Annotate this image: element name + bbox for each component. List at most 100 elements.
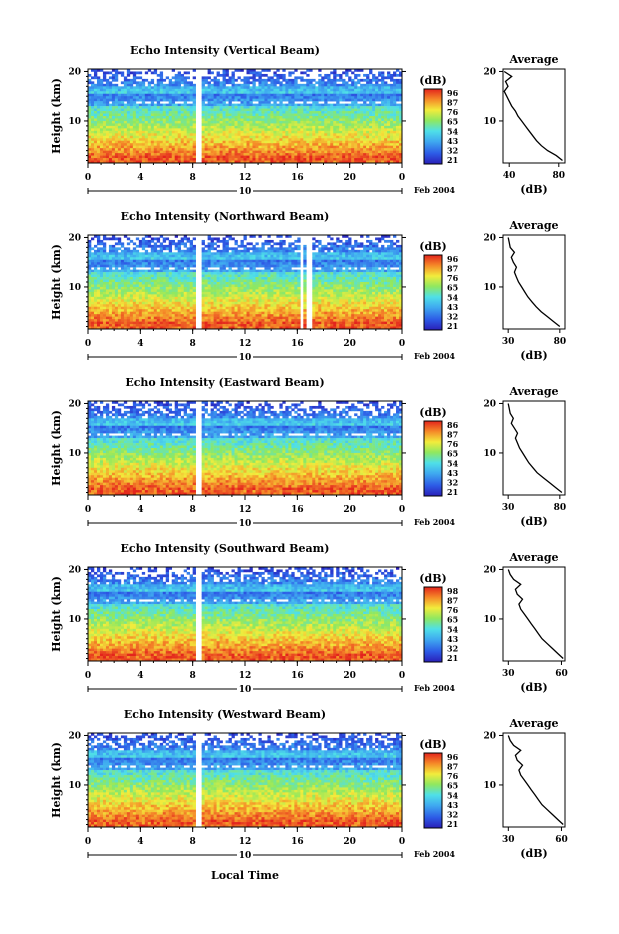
heatmap-cell <box>235 133 238 136</box>
heatmap-cell <box>238 146 241 149</box>
heatmap-cell <box>238 86 241 89</box>
heatmap-cell <box>387 109 390 112</box>
heatmap-cell <box>184 123 187 126</box>
heatmap-cell <box>97 128 100 131</box>
heatmap-cell <box>121 104 124 107</box>
heatmap-cell <box>244 106 247 109</box>
heatmap-cell <box>154 151 157 154</box>
heatmap-cell <box>238 267 241 270</box>
heatmap-cell <box>112 91 115 94</box>
heatmap-cell <box>229 118 232 121</box>
heatmap-cell <box>169 148 172 151</box>
heatmap-cell <box>300 136 303 139</box>
heatmap-cell <box>297 96 300 99</box>
heatmap-cell <box>124 99 127 102</box>
heatmap-cell <box>175 257 178 260</box>
heatmap-cell <box>354 255 357 258</box>
heatmap-cell <box>166 99 169 102</box>
heatmap-cell <box>118 141 121 144</box>
heatmap-cell <box>321 138 324 141</box>
heatmap-cell <box>103 106 106 109</box>
heatmap-cell <box>247 275 250 278</box>
heatmap-cell <box>354 89 357 92</box>
heatmap-cell <box>205 96 208 99</box>
heatmap-cell <box>115 272 118 275</box>
heatmap-cell <box>255 99 258 102</box>
heatmap-cell <box>139 116 142 119</box>
heatmap-cell <box>136 116 139 119</box>
heatmap-cell <box>100 265 103 268</box>
heatmap-cell <box>357 270 360 273</box>
heatmap-cell <box>309 133 312 136</box>
heatmap-cell <box>279 121 282 124</box>
heatmap-cell <box>244 262 247 265</box>
heatmap-cell <box>91 143 94 146</box>
heatmap-cell <box>223 71 226 74</box>
heatmap-cell <box>288 101 291 104</box>
heatmap-cell <box>238 106 241 109</box>
heatmap-cell <box>244 96 247 99</box>
heatmap-cell <box>372 99 375 102</box>
heatmap-cell <box>154 156 157 159</box>
heatmap-cell <box>279 143 282 146</box>
heatmap-cell <box>324 252 327 255</box>
heatmap-cell <box>363 101 366 104</box>
heatmap-cell <box>279 242 282 245</box>
heatmap-cell <box>91 114 94 117</box>
heatmap-cell <box>151 275 154 278</box>
heatmap-cell <box>285 252 288 255</box>
heatmap-cell <box>169 262 172 265</box>
heatmap-cell <box>223 116 226 119</box>
heatmap-cell <box>351 101 354 104</box>
heatmap-cell <box>103 133 106 136</box>
heatmap-cell <box>345 111 348 114</box>
heatmap-cell <box>270 245 273 248</box>
heatmap-cell <box>226 158 229 161</box>
heatmap-cell <box>139 275 142 278</box>
heatmap-cell <box>315 240 318 243</box>
heatmap-cell <box>291 71 294 74</box>
heatmap-cell <box>381 136 384 139</box>
heatmap-cell <box>244 81 247 84</box>
heatmap-cell <box>351 275 354 278</box>
heatmap-cell <box>381 101 384 104</box>
heatmap-cell <box>261 260 264 263</box>
heatmap-cell <box>193 257 196 260</box>
heatmap-cell <box>193 245 196 248</box>
heatmap-cell <box>193 275 196 278</box>
heatmap-cell <box>127 146 130 149</box>
heatmap-cell <box>151 270 154 273</box>
heatmap-cell <box>369 101 372 104</box>
heatmap-cell <box>169 270 172 273</box>
heatmap-cell <box>297 146 300 149</box>
heatmap-cell <box>273 136 276 139</box>
heatmap-cell <box>244 138 247 141</box>
heatmap-cell <box>133 143 136 146</box>
heatmap-cell <box>366 247 369 250</box>
heatmap-cell <box>166 272 169 275</box>
heatmap-cell <box>229 106 232 109</box>
heatmap-cell <box>333 143 336 146</box>
heatmap-cell <box>282 116 285 119</box>
heatmap-cell <box>136 257 139 260</box>
heatmap-cell <box>390 89 393 92</box>
heatmap-cell <box>333 141 336 144</box>
heatmap-cell <box>291 252 294 255</box>
heatmap-cell <box>94 128 97 131</box>
heatmap-cell <box>285 270 288 273</box>
heatmap-cell <box>208 91 211 94</box>
heatmap-cell <box>127 126 130 129</box>
heatmap-cell <box>172 136 175 139</box>
heatmap-cell <box>226 247 229 250</box>
heatmap-cell <box>381 133 384 136</box>
heatmap-cell <box>112 106 115 109</box>
heatmap-cell <box>91 86 94 89</box>
heatmap-cell <box>348 242 351 245</box>
heatmap-cell <box>244 136 247 139</box>
heatmap-cell <box>190 133 193 136</box>
heatmap-cell <box>208 250 211 253</box>
heatmap-cell <box>202 146 205 149</box>
heatmap-cell <box>91 131 94 134</box>
heatmap-cell <box>214 257 217 260</box>
heatmap-cell <box>247 272 250 275</box>
